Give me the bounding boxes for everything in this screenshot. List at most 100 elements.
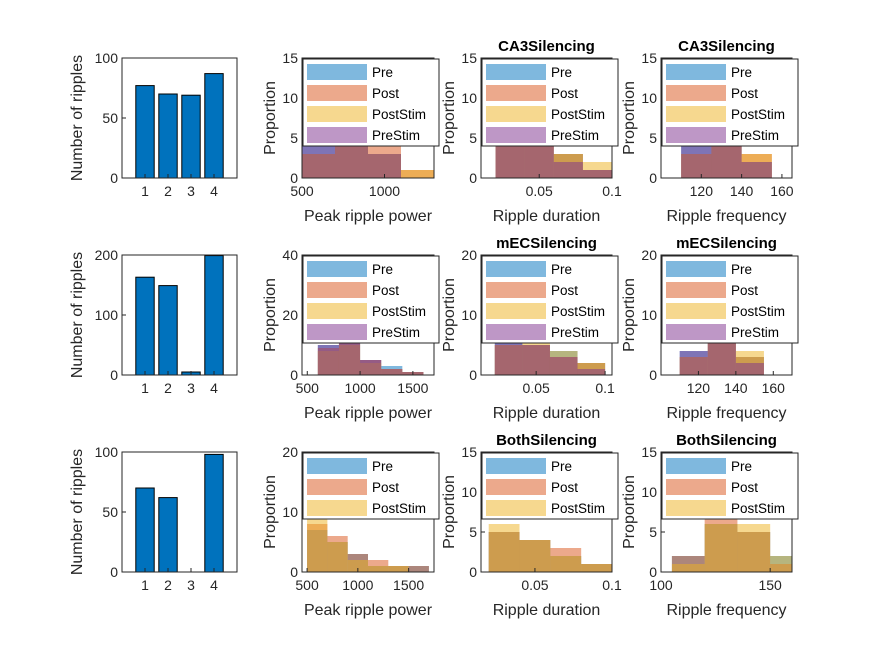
x-tick-label: 4 [210, 380, 218, 396]
x-tick-label: 500 [296, 380, 320, 396]
y-axis-label: Proportion [621, 278, 638, 352]
y-axis-label: Proportion [441, 278, 458, 352]
y-tick-label: 20 [461, 247, 477, 263]
hist-bar-PostStim [550, 556, 582, 572]
y-tick-label: 15 [461, 50, 477, 66]
hist-bar-PreStim [549, 357, 578, 375]
legend-swatch [486, 303, 546, 319]
legend-label: PreStim [551, 325, 599, 340]
histogram-bars [679, 327, 764, 375]
hist-bar-PreStim [681, 146, 712, 178]
y-tick-label: 100 [95, 444, 119, 460]
bar-1 [135, 487, 155, 573]
chart-r3c1: 1 2 3 4 0 50 100 Number of ripples [69, 444, 238, 593]
hist-bar-PreStim [302, 146, 335, 178]
legend-label: Post [551, 86, 578, 101]
hist-bar-PostStim [327, 542, 348, 572]
hist-bar-PostStim [737, 524, 771, 572]
bar-4 [204, 73, 224, 179]
hist-bar-PostStim [770, 556, 792, 572]
y-tick-label: 0 [649, 170, 657, 186]
legend-label: PostStim [551, 107, 605, 122]
legend-label: Post [372, 480, 399, 495]
legend-label: Pre [372, 459, 393, 474]
x-tick-label: 0.1 [602, 577, 622, 593]
x-tick-label: 1 [141, 577, 149, 593]
legend-swatch [486, 479, 546, 495]
x-axis-label: Peak ripple power [304, 405, 433, 422]
y-tick-label: 10 [641, 484, 657, 500]
y-tick-label: 20 [641, 247, 657, 263]
legend-label: Post [372, 86, 399, 101]
y-tick-label: 10 [461, 484, 477, 500]
x-tick-label: 1000 [342, 577, 373, 593]
x-tick-label: 140 [724, 380, 748, 396]
chart-title: mECSilencing [676, 235, 777, 252]
legend-label: PostStim [551, 304, 605, 319]
x-tick-label: 1000 [345, 380, 376, 396]
y-tick-label: 0 [110, 170, 118, 186]
legend-swatch [666, 458, 726, 474]
legend-swatch [486, 85, 546, 101]
hist-bar-PostStim [368, 566, 389, 572]
legend-label: Post [731, 283, 758, 298]
legend-label: Post [731, 86, 758, 101]
x-axis-label: Peak ripple power [304, 208, 433, 225]
legend-swatch [307, 127, 367, 143]
bar-4 [204, 255, 224, 376]
x-tick-label: 3 [187, 183, 195, 199]
legend: Pre Post PostStim PreStim [661, 255, 799, 344]
legend-swatch [486, 458, 546, 474]
bar-2 [158, 285, 178, 376]
chart-r2c1: 1 2 3 4 0 100 200 Number of ripples [69, 247, 238, 396]
y-tick-label: 0 [290, 367, 298, 383]
y-tick-label: 10 [461, 90, 477, 106]
hist-bar-PreStim [577, 369, 606, 375]
chart-title: BothSilencing [676, 432, 777, 449]
x-tick-label: 1 [141, 380, 149, 396]
legend-swatch [307, 85, 367, 101]
chart-title: CA3Silencing [678, 38, 775, 55]
legend-swatch [486, 64, 546, 80]
legend-label: Pre [372, 65, 393, 80]
legend: Pre Post PostStim PreStim [481, 58, 619, 147]
legend-swatch [486, 282, 546, 298]
axes-box [121, 254, 238, 376]
y-tick-label: 10 [461, 307, 477, 323]
x-tick-label: 2 [164, 183, 172, 199]
legend-swatch [307, 106, 367, 122]
axes-box [121, 57, 238, 179]
chart-title: CA3Silencing [498, 38, 595, 55]
chart-r1c1: 1 2 3 4 0 50 100 Number of ripples [69, 50, 238, 199]
x-tick-label: 140 [730, 183, 754, 199]
x-tick-label: 0.1 [602, 183, 622, 199]
legend-label: PostStim [372, 107, 426, 122]
y-tick-label: 10 [641, 90, 657, 106]
legend-swatch [307, 64, 367, 80]
x-tick-label: 2 [164, 577, 172, 593]
hist-bar-PreStim [494, 339, 523, 375]
y-tick-label: 0 [110, 564, 118, 580]
axes-box [121, 451, 238, 573]
hist-bar-PreStim [735, 363, 764, 375]
legend-swatch [486, 324, 546, 340]
legend-swatch [666, 64, 726, 80]
y-tick-label: 5 [469, 130, 477, 146]
y-tick-label: 5 [469, 524, 477, 540]
legend-swatch [307, 324, 367, 340]
hist-bar-PreStim [582, 170, 612, 178]
chart-title: mECSilencing [496, 235, 597, 252]
histogram-bars [488, 524, 612, 572]
legend-label: Pre [731, 459, 752, 474]
legend-label: Post [372, 283, 399, 298]
y-tick-label: 100 [95, 50, 119, 66]
x-tick-label: 1500 [393, 577, 424, 593]
x-tick-label: 2 [164, 380, 172, 396]
x-tick-label: 1000 [369, 183, 400, 199]
legend-swatch [666, 85, 726, 101]
y-tick-label: 0 [110, 367, 118, 383]
